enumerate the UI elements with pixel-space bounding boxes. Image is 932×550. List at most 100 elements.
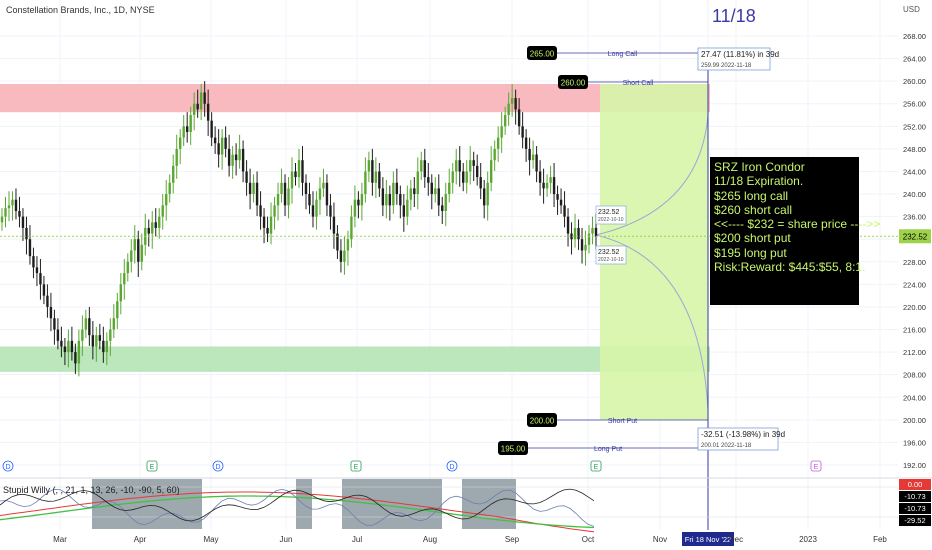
upper-measure-box xyxy=(697,47,771,71)
expiry-label: 11/18 xyxy=(712,6,756,26)
candle-body xyxy=(210,120,213,138)
candle-body xyxy=(465,171,468,183)
price-box-2-date: 2022-10-10 xyxy=(598,257,624,263)
candle-body xyxy=(563,205,566,217)
candle-body xyxy=(283,182,287,206)
y-tick-label: 228.00 xyxy=(903,258,926,267)
level-badge xyxy=(527,413,557,427)
candle-body xyxy=(350,216,353,240)
level-name: Long Call xyxy=(608,51,638,58)
candle-body xyxy=(224,137,227,149)
candle-body xyxy=(56,329,60,341)
candle-body xyxy=(112,318,116,330)
indicator-value-tag xyxy=(899,491,931,502)
candle-body xyxy=(402,205,406,217)
candle-body xyxy=(395,182,399,195)
candle-body xyxy=(339,250,343,262)
candle-body xyxy=(374,171,378,183)
candle-body xyxy=(81,329,84,341)
zones xyxy=(0,50,710,530)
candle-body xyxy=(482,188,486,206)
candle-body xyxy=(49,306,53,319)
candle-body xyxy=(385,194,388,206)
candle-body xyxy=(399,194,402,206)
candle-body xyxy=(67,340,70,353)
indicator-value-tag xyxy=(899,503,931,514)
candle-body xyxy=(367,160,371,172)
candle-body xyxy=(234,154,238,161)
candle-body xyxy=(378,171,381,189)
candle-body xyxy=(392,182,395,206)
indicator-value-text: -10.73 xyxy=(904,504,925,513)
price-box-1-date: 2022-10-10 xyxy=(598,217,624,223)
event-letter: D xyxy=(5,464,10,471)
note-line: $195 long put xyxy=(714,245,787,260)
event-letter: E xyxy=(354,464,359,471)
candle-body xyxy=(199,92,203,110)
note-line: <<---- $232 = share price ---->> xyxy=(714,217,881,232)
candle-body xyxy=(140,244,143,262)
candle-body xyxy=(538,171,542,183)
candle-body xyxy=(371,160,374,183)
candle-body xyxy=(70,340,74,353)
candle-body xyxy=(7,205,11,209)
dividend-marker xyxy=(212,460,224,472)
dividend-marker xyxy=(446,460,458,472)
note-line: Risk:Reward: $445:$55, 8:1. xyxy=(714,260,866,275)
time-axis[interactable]: Mar Apr May Jun Jul Aug Sep Oct Nov Fri 18 Nov '2… xyxy=(53,532,887,546)
note-line: 11/18 Expiration. xyxy=(714,174,804,189)
candle-body xyxy=(381,188,385,206)
candle-body xyxy=(458,160,461,172)
level-name: Short Put xyxy=(608,418,637,425)
note-line: SRZ Iron Condor xyxy=(714,160,805,174)
candle-body xyxy=(479,177,482,189)
level-badge-text: 260.00 xyxy=(561,79,586,88)
candle-body xyxy=(493,148,496,161)
y-tick-label: 220.00 xyxy=(903,303,926,312)
x-tick-label: Feb xyxy=(873,535,887,544)
candle-body xyxy=(594,227,598,237)
candle-body xyxy=(42,284,46,296)
candle-body xyxy=(531,154,535,161)
indicator-pane: 0.00 -10.73 -10.73 -29.52 xyxy=(0,477,932,533)
y-tick-label: 236.00 xyxy=(903,213,926,222)
level-badge xyxy=(498,441,528,455)
candle-body xyxy=(294,171,297,178)
price-axis[interactable]: 268.00 264.00 260.00 256.00 252.00 248.00 244.… xyxy=(899,32,931,470)
note-line: $200 short put xyxy=(714,231,791,246)
support-zone xyxy=(0,346,710,372)
candle-body xyxy=(147,227,150,234)
candle-body xyxy=(441,205,444,211)
candle-body xyxy=(266,227,269,234)
y-tick-label: 200.00 xyxy=(903,416,926,425)
candle-body xyxy=(130,250,133,262)
upper-measure-box-sub: 259.99 2022-11-18 xyxy=(701,63,752,69)
candle-body xyxy=(14,199,18,211)
candle-body xyxy=(269,216,273,234)
candle-body xyxy=(182,126,185,138)
y-tick-label: 192.00 xyxy=(903,461,926,470)
candle-body xyxy=(500,126,503,138)
indicator-shade xyxy=(92,479,202,529)
event-letter: D xyxy=(449,464,454,471)
candle-body xyxy=(179,137,182,149)
candle-body xyxy=(53,318,56,330)
earnings-marker xyxy=(590,460,602,472)
candle-body xyxy=(196,103,199,110)
indicator-shade xyxy=(342,479,442,529)
y-tick-label: 248.00 xyxy=(903,145,926,154)
candle-body xyxy=(524,137,528,149)
resistance-zone xyxy=(0,83,710,113)
candle-body xyxy=(241,148,245,172)
candle-body xyxy=(25,227,28,240)
candle-body xyxy=(517,109,521,127)
candle-body xyxy=(102,340,105,353)
candle-body xyxy=(420,160,423,172)
x-tick-label: Aug xyxy=(423,535,437,544)
candle-body xyxy=(364,171,367,195)
currency-label: USD xyxy=(903,5,920,14)
event-letter: D xyxy=(215,464,220,471)
candle-body xyxy=(105,340,109,353)
